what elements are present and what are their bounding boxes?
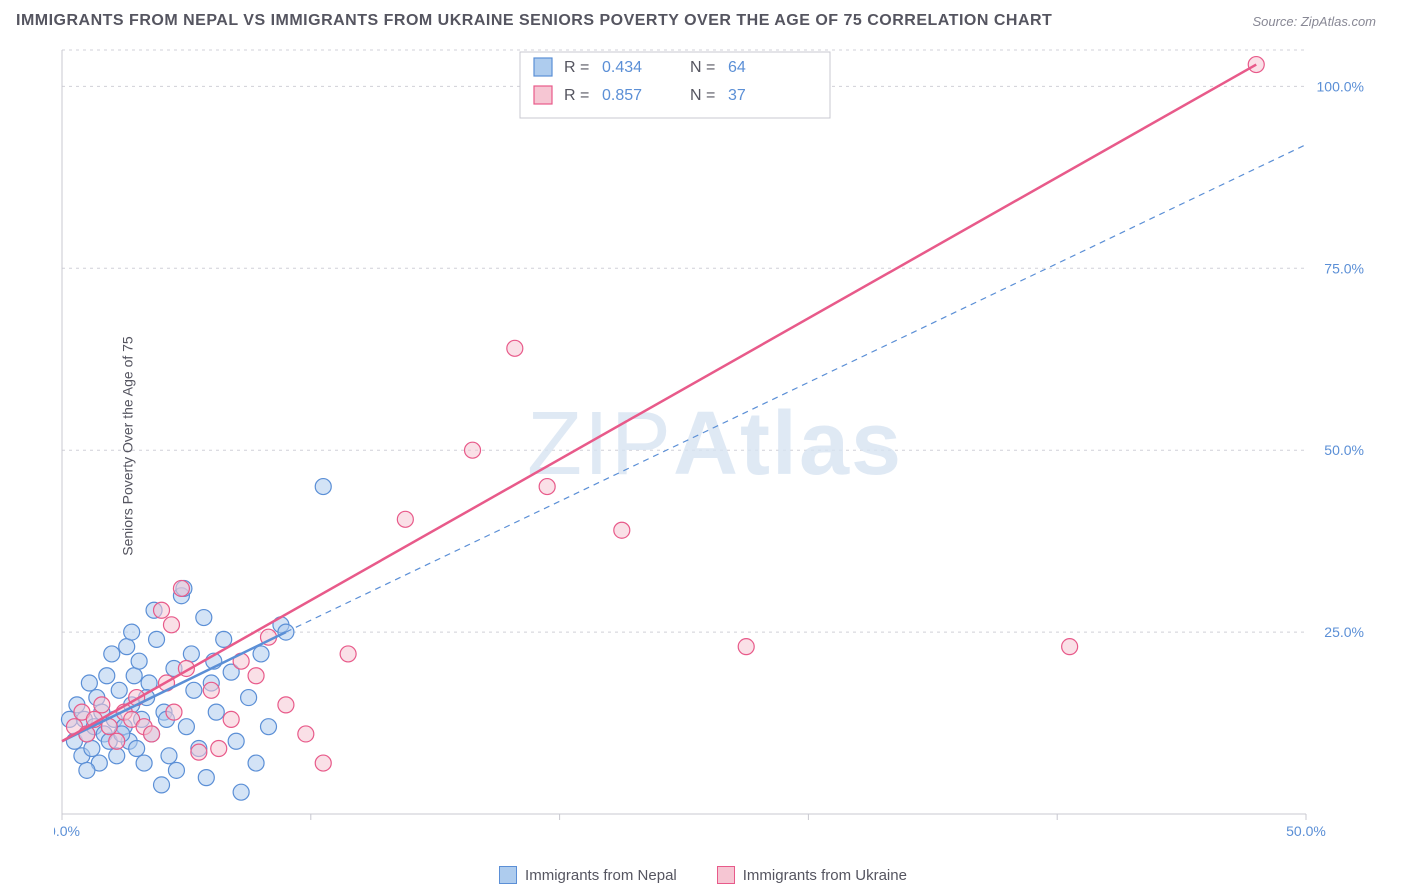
legend-label-ukraine: Immigrants from Ukraine: [743, 867, 907, 884]
svg-text:0.434: 0.434: [602, 59, 642, 76]
svg-text:N =: N =: [690, 87, 715, 104]
svg-text:R =: R =: [564, 87, 589, 104]
svg-text:50.0%: 50.0%: [1324, 442, 1364, 458]
svg-text:75.0%: 75.0%: [1324, 260, 1364, 276]
svg-text:N =: N =: [690, 59, 715, 76]
svg-text:37: 37: [728, 87, 746, 104]
svg-text:ZIPAtlas: ZIPAtlas: [527, 394, 903, 494]
legend-label-nepal: Immigrants from Nepal: [525, 867, 677, 884]
svg-text:0.0%: 0.0%: [54, 823, 80, 839]
chart-title: IMMIGRANTS FROM NEPAL VS IMMIGRANTS FROM…: [16, 12, 1052, 30]
legend-swatch-nepal: [499, 866, 517, 884]
scatter-chart: 25.0% 50.0% 75.0% 100.0% ZIPAtlas 0.0% 50.0% R …: [54, 42, 1376, 842]
svg-text:0.857: 0.857: [602, 87, 642, 104]
legend-item-ukraine: Immigrants from Ukraine: [717, 866, 907, 884]
svg-text:64: 64: [728, 59, 746, 76]
chart-area: 25.0% 50.0% 75.0% 100.0% ZIPAtlas 0.0% 50.0% R …: [54, 42, 1376, 842]
svg-text:R =: R =: [564, 59, 589, 76]
svg-text:25.0%: 25.0%: [1324, 624, 1364, 640]
legend-bottom: Immigrants from Nepal Immigrants from Uk…: [0, 866, 1406, 884]
legend-item-nepal: Immigrants from Nepal: [499, 866, 677, 884]
svg-text:50.0%: 50.0%: [1286, 823, 1326, 839]
svg-text:100.0%: 100.0%: [1317, 78, 1364, 94]
legend-swatch-ukraine: [717, 866, 735, 884]
source-attribution: Source: ZipAtlas.com: [1252, 14, 1376, 29]
